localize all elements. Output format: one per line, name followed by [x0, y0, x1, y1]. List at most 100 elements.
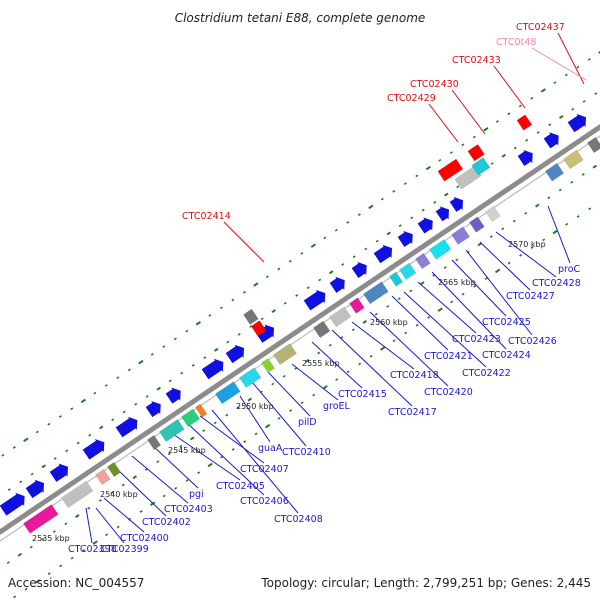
tick-row-mark — [145, 395, 149, 398]
tick-row-mark — [185, 479, 189, 482]
gene-box — [471, 157, 491, 176]
tick-row-mark — [207, 462, 213, 468]
tick-row-mark — [374, 312, 378, 316]
tick-row-mark — [477, 242, 482, 247]
gene-box — [389, 271, 404, 287]
tick-row-mark — [501, 227, 505, 231]
tick-row-mark — [180, 371, 184, 375]
tick-row-mark — [162, 494, 166, 498]
gene-box — [195, 403, 208, 418]
gene-label: CTC02406 — [240, 496, 289, 507]
tick-row-mark — [483, 127, 489, 132]
gene-box — [147, 434, 162, 451]
gene-arrow — [373, 244, 392, 264]
gene-box — [313, 320, 331, 339]
tick-row-mark — [156, 386, 161, 391]
tick-row-mark — [99, 425, 104, 430]
tick-row-mark — [512, 219, 516, 223]
gene-box — [95, 468, 111, 486]
tick-rows — [1, 51, 600, 599]
tick-row-mark — [47, 572, 51, 575]
accession-text: Accession: NC_004557 — [8, 576, 144, 590]
tick-row-mark — [553, 81, 557, 85]
gene-arrow — [397, 230, 413, 247]
tick-row-mark — [190, 436, 195, 441]
tick-row-mark — [226, 340, 230, 344]
gene-label: CTC02414 — [182, 211, 231, 222]
tick-row-mark — [410, 216, 414, 220]
gene-arrow — [82, 439, 105, 460]
gene-arrow — [145, 401, 161, 418]
genome-summary-text: Topology: circular; Length: 2,799,251 bp… — [260, 576, 591, 590]
gene-label: CTC02399 — [100, 544, 149, 555]
tick-row-mark — [203, 356, 207, 359]
tick-row-mark — [495, 268, 501, 274]
tick-row-mark — [104, 384, 108, 387]
tick-row-mark — [552, 229, 558, 235]
tick-row-mark — [277, 267, 281, 271]
tick-row-mark — [168, 379, 172, 383]
backbone-line — [0, 123, 600, 536]
tick-row-mark — [139, 510, 143, 513]
tick-row-mark — [121, 483, 125, 487]
tick-row-mark — [518, 104, 522, 108]
tick-row-mark — [300, 252, 304, 255]
gene-arrow — [351, 261, 367, 278]
tick-row-mark — [592, 164, 597, 169]
label-leader-line — [331, 329, 413, 407]
tick-row-mark — [341, 263, 345, 266]
tick-row-mark — [362, 320, 367, 324]
tick-row-mark — [404, 331, 408, 335]
tick-row-mark — [571, 107, 575, 111]
gene-box — [454, 165, 482, 190]
gene-label: CTC02408 — [274, 514, 323, 525]
tick-row-mark — [312, 393, 316, 397]
gene-label: CTC02429 — [387, 93, 436, 104]
tick-row-mark — [415, 323, 419, 327]
tick-row-mark — [127, 368, 131, 372]
tick-row-mark — [530, 246, 534, 249]
tick-row-mark — [6, 561, 10, 564]
tick-row-mark — [455, 258, 459, 262]
tick-row-mark — [195, 321, 201, 326]
gene-box — [349, 297, 365, 314]
tick-row-mark — [282, 374, 286, 378]
gene-label: CTC02418 — [390, 370, 439, 381]
gene-label: CTC02421 — [424, 351, 473, 362]
tick-row-mark — [162, 345, 166, 348]
kbp-tick-label: 2545 kbp — [168, 446, 206, 455]
label-leader-line — [495, 231, 557, 278]
tick-row-mark — [524, 211, 528, 215]
label-leader-line — [211, 409, 299, 514]
kbp-ticks: 2535 kbp 2540 kbp 2545 kbp 2550 kbp 2555 kbp… — [32, 240, 546, 543]
tick-row-mark — [75, 514, 80, 518]
tick-row-mark — [253, 282, 259, 287]
tick-row-mark — [277, 416, 281, 420]
tick-row-mark — [12, 446, 16, 449]
tick-row-mark — [444, 192, 449, 197]
tick-row-mark — [231, 298, 235, 302]
gene-label: CTC02420 — [424, 387, 473, 398]
kbp-tick-label: 2560 kbp — [370, 318, 408, 327]
tick-row-mark — [456, 185, 460, 189]
tick-row-mark — [197, 471, 201, 475]
tick-row-mark — [231, 448, 235, 451]
tick-row-mark — [122, 410, 126, 414]
tick-row-mark — [237, 332, 241, 336]
tick-row-mark — [243, 440, 247, 444]
label-leader-line — [369, 311, 449, 387]
tick-row-mark — [213, 421, 217, 425]
tick-row-mark — [484, 277, 488, 280]
tick-row-mark — [403, 182, 407, 185]
tick-row-mark — [392, 190, 396, 193]
label-leader-line — [391, 295, 449, 351]
tick-row-mark — [167, 452, 171, 456]
tick-row-mark — [587, 58, 591, 61]
tick-row-mark — [265, 423, 271, 429]
tick-row-mark — [328, 343, 332, 347]
label-leader-line — [95, 507, 125, 544]
gene-label: CTC02402 — [142, 517, 191, 528]
gene-label: CTC02428 — [532, 278, 581, 289]
tick-row-mark — [76, 441, 80, 445]
tick-row-mark — [306, 286, 310, 290]
